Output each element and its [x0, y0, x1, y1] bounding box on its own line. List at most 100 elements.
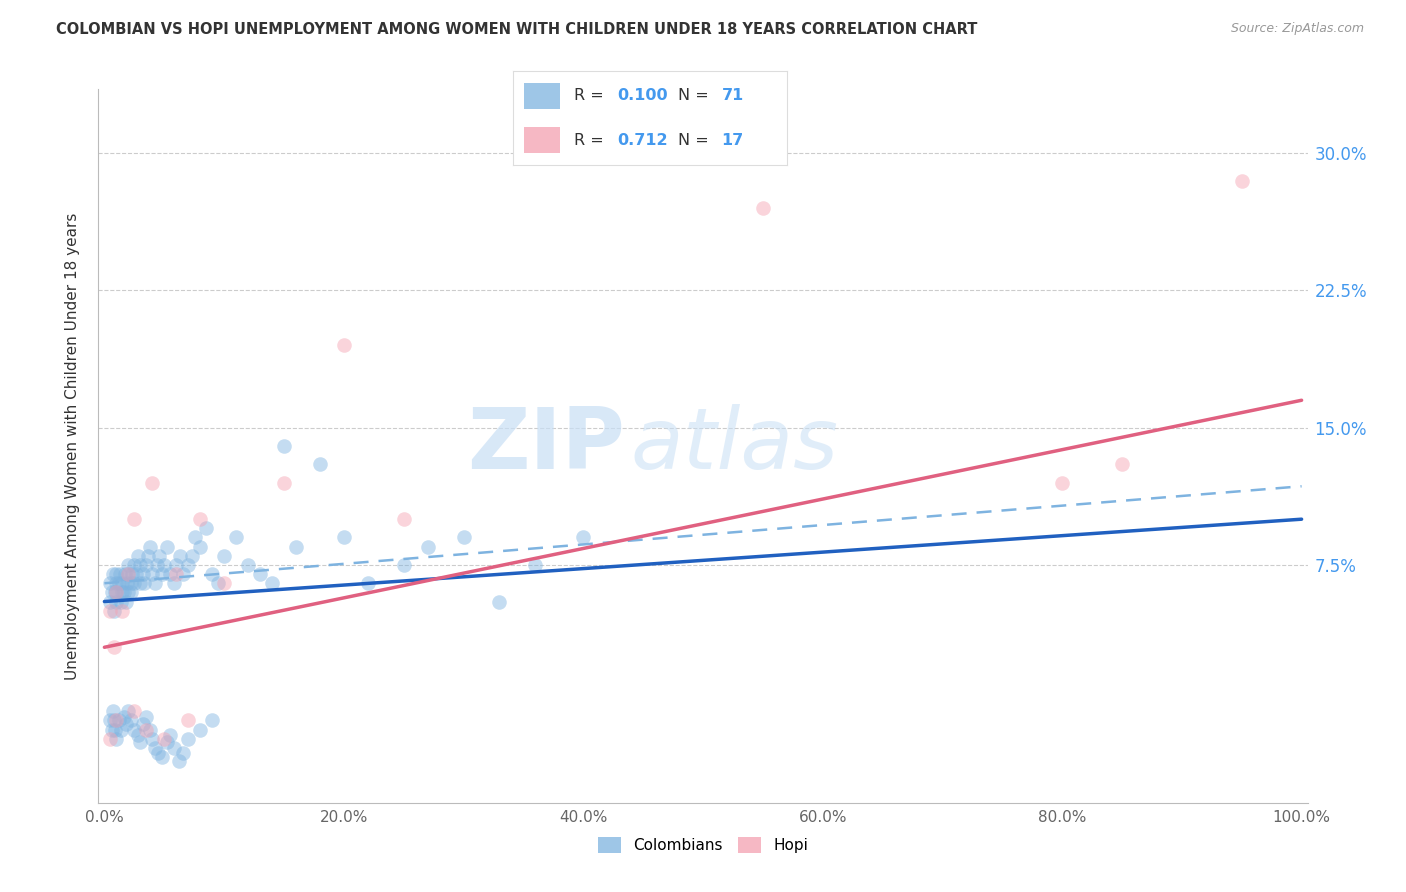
Text: N =: N = [678, 133, 714, 148]
Point [120, 585, 142, 599]
Point [124, 512, 146, 526]
Point [115, 717, 138, 731]
Point [143, 740, 166, 755]
Point [167, 754, 190, 768]
Point [188, 723, 211, 737]
Point [110, 594, 132, 608]
Point [111, 604, 134, 618]
Point [132, 567, 155, 582]
Point [225, 531, 247, 545]
Point [129, 735, 152, 749]
Point [177, 714, 200, 728]
Point [105, 567, 128, 582]
Point [139, 540, 162, 554]
Point [105, 585, 128, 599]
Point [333, 531, 356, 545]
Point [392, 558, 415, 572]
Point [212, 576, 235, 591]
Text: N =: N = [678, 87, 714, 103]
Point [124, 576, 146, 591]
Point [392, 512, 415, 526]
Text: R =: R = [574, 133, 609, 148]
Point [100, 576, 122, 591]
Point [100, 723, 122, 737]
Point [117, 567, 139, 582]
Point [165, 558, 187, 572]
Point [172, 747, 194, 761]
Text: 71: 71 [721, 87, 744, 103]
Point [117, 585, 139, 599]
Point [117, 558, 139, 572]
Point [357, 576, 380, 591]
Point [117, 567, 139, 582]
Point [309, 458, 332, 472]
Point [132, 717, 155, 731]
Point [112, 585, 135, 599]
Point [201, 714, 224, 728]
Point [100, 731, 122, 746]
Point [111, 576, 134, 591]
Point [107, 576, 129, 591]
Point [115, 576, 138, 591]
Point [129, 558, 152, 572]
Point [105, 594, 128, 608]
Point [124, 723, 146, 737]
Point [180, 549, 202, 563]
Point [333, 338, 356, 352]
Point [108, 567, 131, 582]
Point [1111, 458, 1133, 472]
Point [143, 576, 166, 591]
Point [120, 576, 142, 591]
Point [1230, 174, 1253, 188]
Point [105, 731, 128, 746]
Point [105, 576, 128, 591]
Point [195, 521, 218, 535]
Point [114, 567, 136, 582]
Legend: Colombians, Hopi: Colombians, Hopi [592, 831, 814, 859]
Point [249, 567, 271, 582]
Point [156, 735, 179, 749]
Point [120, 714, 142, 728]
Point [100, 604, 122, 618]
Point [284, 540, 307, 554]
Point [169, 549, 191, 563]
Point [153, 558, 176, 572]
Point [453, 531, 475, 545]
Point [201, 567, 224, 582]
Point [121, 567, 143, 582]
Point [150, 567, 173, 582]
Point [1050, 475, 1073, 490]
Point [100, 585, 122, 599]
Bar [524, 127, 560, 153]
Y-axis label: Unemployment Among Women with Children Under 18 years: Unemployment Among Women with Children U… [65, 212, 80, 680]
Point [212, 549, 235, 563]
Point [127, 728, 149, 742]
Point [117, 704, 139, 718]
Point [159, 728, 181, 742]
Text: COLOMBIAN VS HOPI UNEMPLOYMENT AMONG WOMEN WITH CHILDREN UNDER 18 YEARS CORRELAT: COLOMBIAN VS HOPI UNEMPLOYMENT AMONG WOM… [56, 22, 977, 37]
Point [100, 594, 122, 608]
Point [103, 640, 125, 655]
Point [141, 567, 163, 582]
Point [153, 731, 176, 746]
Point [163, 740, 186, 755]
Text: atlas: atlas [630, 404, 838, 488]
Point [101, 567, 124, 582]
Text: R =: R = [574, 87, 609, 103]
Point [273, 475, 295, 490]
Point [111, 585, 134, 599]
Point [115, 594, 138, 608]
Point [124, 567, 146, 582]
Point [172, 567, 194, 582]
Point [103, 604, 125, 618]
Point [127, 549, 149, 563]
Text: 17: 17 [721, 133, 744, 148]
Point [135, 710, 157, 724]
Point [184, 531, 207, 545]
Point [107, 714, 129, 728]
Point [156, 540, 179, 554]
Point [148, 549, 170, 563]
Point [110, 723, 132, 737]
Point [136, 549, 159, 563]
Point [105, 585, 128, 599]
